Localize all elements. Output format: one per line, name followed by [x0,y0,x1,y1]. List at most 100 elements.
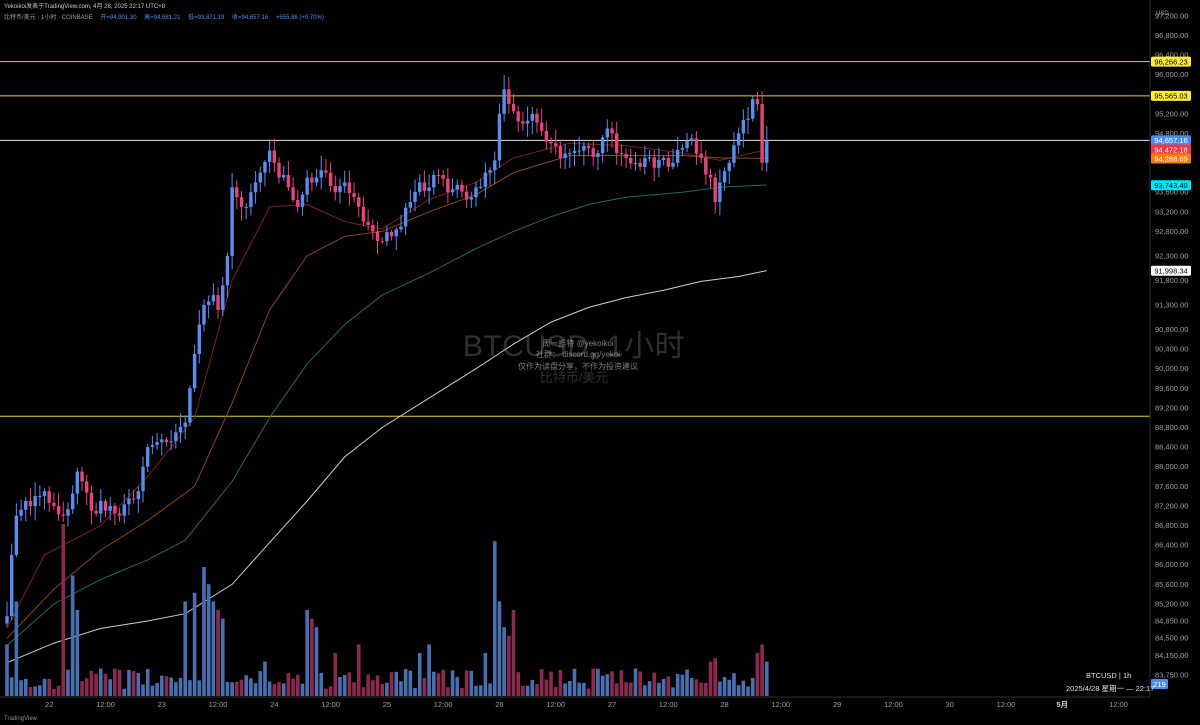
candle-body [89,492,94,511]
volume-bar [145,669,150,696]
candle-body [408,202,413,208]
volume-bar [713,658,717,696]
candle-body [19,509,23,516]
volume-bar [47,678,52,696]
volume-bar [704,682,708,696]
candle-body [235,187,239,198]
candle-body [432,174,436,188]
x-axis[interactable]: 22 12:00 23 12:00 24 12:00 25 12:00 26 12:00 27 12:… [45,700,1128,709]
volume-bars [5,524,769,696]
candle-body [572,150,577,154]
volume-bar [474,685,478,696]
volume-bar [577,682,581,696]
volume-bar [342,674,347,696]
candle-body [38,495,42,497]
y-tick-label: 85,200.00 [1155,599,1188,608]
candle-body [657,159,661,168]
candle-body [460,184,464,192]
watermark-line: 仅作为读盘分享，不作为投资建议 [518,362,638,371]
volume-bar [333,653,338,696]
volume-bar [375,675,380,696]
y-axis[interactable]: 83,750.00 84,150.00 84,500.00 84,850.00 85,2… [1155,11,1188,679]
volume-bar [455,677,460,696]
ohlc-high: 高=94,681.21 [144,15,181,21]
x-tick-label: 12:00 [209,700,228,709]
candle-body [371,224,375,232]
candle-body [418,182,422,192]
volume-bar [446,687,450,696]
ohlc-open: 开=94,901.30 [100,15,137,21]
candle-body [727,162,731,172]
volume-bar [356,644,361,696]
volume-bar [155,682,159,696]
volume-bar [441,669,445,696]
price-label-box [1151,265,1191,276]
candle-body [225,255,230,286]
volume-bar [178,677,183,696]
volume-bar [539,669,544,696]
volume-bar [192,592,197,696]
candle-body [619,153,624,155]
volume-value-text: 219 [1153,680,1166,689]
candle-body [600,137,605,154]
candle-body [680,148,685,150]
candle-body [230,187,234,256]
candle-body [127,498,131,505]
candle-body [535,113,539,123]
volume-bar [600,675,605,696]
y-tick-label: 87,200.00 [1155,501,1188,510]
watermark-line: 社群： discord.gg/yekoi [535,350,621,359]
volume-bar [225,681,230,696]
volume-bar [427,644,431,696]
y-tick-label: 88,800.00 [1155,423,1188,432]
volume-bar [582,682,586,696]
volume-bar [28,686,33,696]
volume-bar [422,678,427,696]
y-tick-label: 96,400.00 [1155,51,1188,60]
y-tick-label: 97,200.00 [1155,11,1188,20]
y-tick-label: 86,400.00 [1155,541,1188,550]
y-tick-label: 95,200.00 [1155,109,1188,118]
price-label-box [1151,90,1191,101]
volume-bar [42,678,47,696]
candle-body [216,295,220,310]
y-tick-label: 88,000.00 [1155,462,1188,471]
candle-body [554,143,558,147]
volume-bar [277,682,281,696]
candle-body [310,177,314,183]
volume-bar [450,670,455,696]
volume-bar [563,683,567,696]
volume-bar [291,678,295,696]
x-tick-label: 24 [270,700,278,709]
candle-body [99,500,103,514]
volume-bar [305,610,309,696]
volume-bar [347,672,352,696]
volume-bar [413,687,417,696]
candle-body [206,301,211,305]
volume-bar [300,683,305,696]
candle-body [422,182,427,191]
candle-body [197,324,201,354]
volume-bar [431,671,436,696]
candle-body [493,160,497,171]
volume-bar [624,682,628,696]
volume-bar [718,681,722,696]
ohlc-change: +655.86 (+0.70%) [275,15,324,21]
candle-body [192,353,197,389]
price-label-text: 93,743.40 [1154,181,1187,190]
y-tick-label: 84,500.00 [1155,634,1188,643]
candle-body [342,182,347,186]
candle-body [652,157,656,168]
x-tick-label: 5月 [1056,700,1068,709]
volume-bar [530,679,535,696]
candle-body [647,157,652,159]
candle-body [160,439,164,443]
x-tick-label: 23 [158,700,166,709]
volume-bar [66,669,70,696]
y-tick-label: 96,000.00 [1155,70,1188,79]
y-tick-label: 84,850.00 [1155,617,1188,626]
volume-bar [385,682,389,696]
volume-bar [558,670,563,696]
currency-label: USD [1156,11,1169,17]
